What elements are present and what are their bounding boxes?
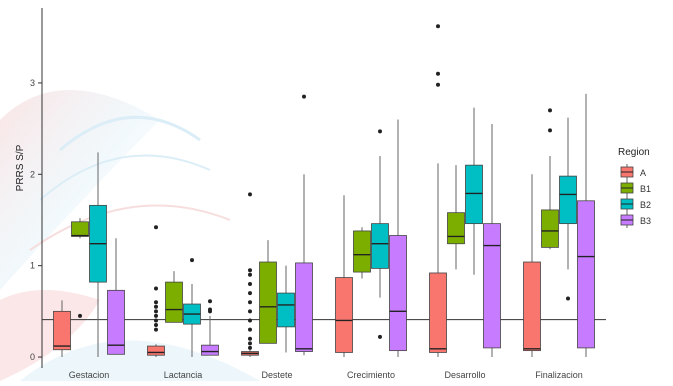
outlier-point: [154, 318, 158, 323]
outlier-point: [208, 307, 212, 312]
box-b2: [465, 164, 483, 225]
outlier-point: [566, 296, 570, 301]
x-tick-label: Desarrollo: [444, 370, 485, 380]
x-tick-label: Gestacion: [69, 370, 110, 380]
outlier-point: [378, 334, 382, 339]
x-tick-label: Lactancia: [164, 370, 203, 380]
box-b2: [559, 175, 577, 225]
legend-title: Region: [618, 147, 650, 158]
outlier-point: [248, 309, 252, 314]
outlier-point: [154, 309, 158, 314]
outlier-point: [154, 327, 158, 332]
box-b3: [389, 235, 407, 352]
outlier-point: [248, 341, 252, 346]
box-b1: [165, 281, 183, 323]
outlier-point: [436, 71, 440, 76]
box-b2: [277, 292, 295, 328]
outlier-point: [302, 94, 306, 99]
boxes-layer: [53, 24, 595, 358]
outlier-point: [248, 336, 252, 341]
outlier-point: [248, 318, 252, 323]
legend-label: B1: [640, 184, 651, 194]
box-a: [53, 310, 71, 351]
box-b1: [71, 221, 89, 237]
legend-label: B2: [640, 200, 651, 210]
box-a: [523, 261, 541, 352]
y-tick-label: 3: [30, 78, 35, 88]
x-tick-label: Finalizacion: [535, 370, 583, 380]
legend-label: B3: [640, 216, 651, 226]
outlier-point: [248, 272, 252, 277]
box-b3: [577, 200, 595, 349]
outlier-point: [154, 323, 158, 328]
x-tick-label: Crecimiento: [347, 370, 395, 380]
box-b3: [201, 344, 219, 356]
outlier-point: [154, 286, 158, 291]
box-a: [147, 345, 165, 356]
outlier-point: [378, 129, 382, 134]
outlier-point: [248, 291, 252, 296]
labels-layer: 0 1 2 3 PRRS S/P Gestacion Lactancia Destete Cre…: [15, 78, 583, 380]
y-tick-label: 2: [30, 169, 35, 179]
outlier-point: [548, 108, 552, 113]
outlier-point: [548, 128, 552, 133]
background-watermark: [0, 90, 260, 381]
outlier-point: [248, 345, 252, 350]
outlier-point: [154, 300, 158, 305]
outlier-point: [190, 258, 194, 263]
box-a: [335, 277, 353, 353]
outlier-point: [436, 24, 440, 29]
outlier-point: [248, 268, 252, 273]
outlier-point: [154, 313, 158, 318]
outlier-point: [248, 281, 252, 286]
outlier-point: [248, 192, 252, 197]
legend: Region A B1 B2 B3: [618, 147, 651, 228]
box-b3: [483, 223, 501, 349]
outlier-point: [248, 300, 252, 305]
box-b3: [107, 289, 125, 355]
axes: [38, 8, 43, 368]
outlier-point: [154, 304, 158, 309]
outlier-point: [154, 225, 158, 230]
box-b1: [541, 209, 559, 248]
y-axis-title: PRRS S/P: [15, 144, 26, 191]
outlier-point: [78, 313, 82, 318]
outlier-point: [436, 82, 440, 87]
outlier-point: [248, 327, 252, 332]
outlier-point: [208, 299, 212, 304]
box-a: [429, 272, 447, 353]
y-tick-label: 1: [30, 261, 35, 271]
legend-label: A: [640, 168, 646, 178]
box-b1: [447, 212, 465, 245]
box-b1: [259, 261, 277, 344]
box-b1: [353, 230, 371, 273]
y-tick-label: 0: [30, 352, 35, 362]
x-tick-label: Destete: [261, 370, 292, 380]
box-b3: [295, 262, 313, 352]
box-b2: [371, 223, 389, 269]
